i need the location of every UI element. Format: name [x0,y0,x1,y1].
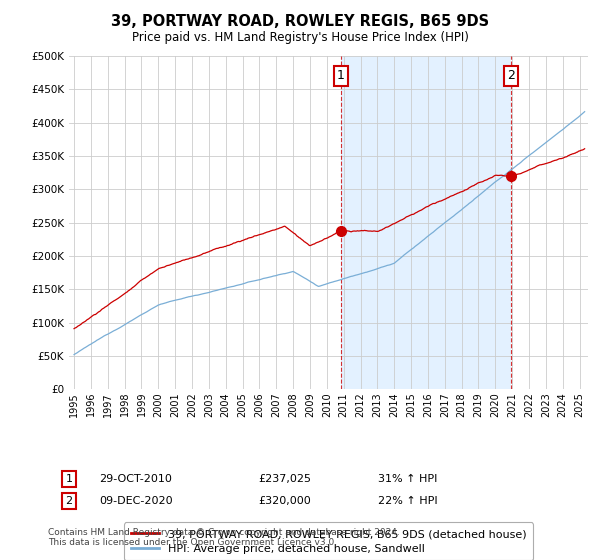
Text: 31% ↑ HPI: 31% ↑ HPI [378,474,437,484]
Text: Price paid vs. HM Land Registry's House Price Index (HPI): Price paid vs. HM Land Registry's House … [131,31,469,44]
Text: 1: 1 [65,474,73,484]
Text: 39, PORTWAY ROAD, ROWLEY REGIS, B65 9DS: 39, PORTWAY ROAD, ROWLEY REGIS, B65 9DS [111,14,489,29]
Text: 22% ↑ HPI: 22% ↑ HPI [378,496,437,506]
Text: 2: 2 [65,496,73,506]
Text: 2: 2 [507,69,515,82]
Bar [341,56,511,389]
Text: Contains HM Land Registry data © Crown copyright and database right 2024.
This d: Contains HM Land Registry data © Crown c… [48,528,400,547]
Text: 09-DEC-2020: 09-DEC-2020 [99,496,173,506]
Text: £320,000: £320,000 [258,496,311,506]
Legend: 39, PORTWAY ROAD, ROWLEY REGIS, B65 9DS (detached house), HPI: Average price, de: 39, PORTWAY ROAD, ROWLEY REGIS, B65 9DS … [124,522,533,560]
Text: 29-OCT-2010: 29-OCT-2010 [99,474,172,484]
Text: 1: 1 [337,69,345,82]
Text: £237,025: £237,025 [258,474,311,484]
